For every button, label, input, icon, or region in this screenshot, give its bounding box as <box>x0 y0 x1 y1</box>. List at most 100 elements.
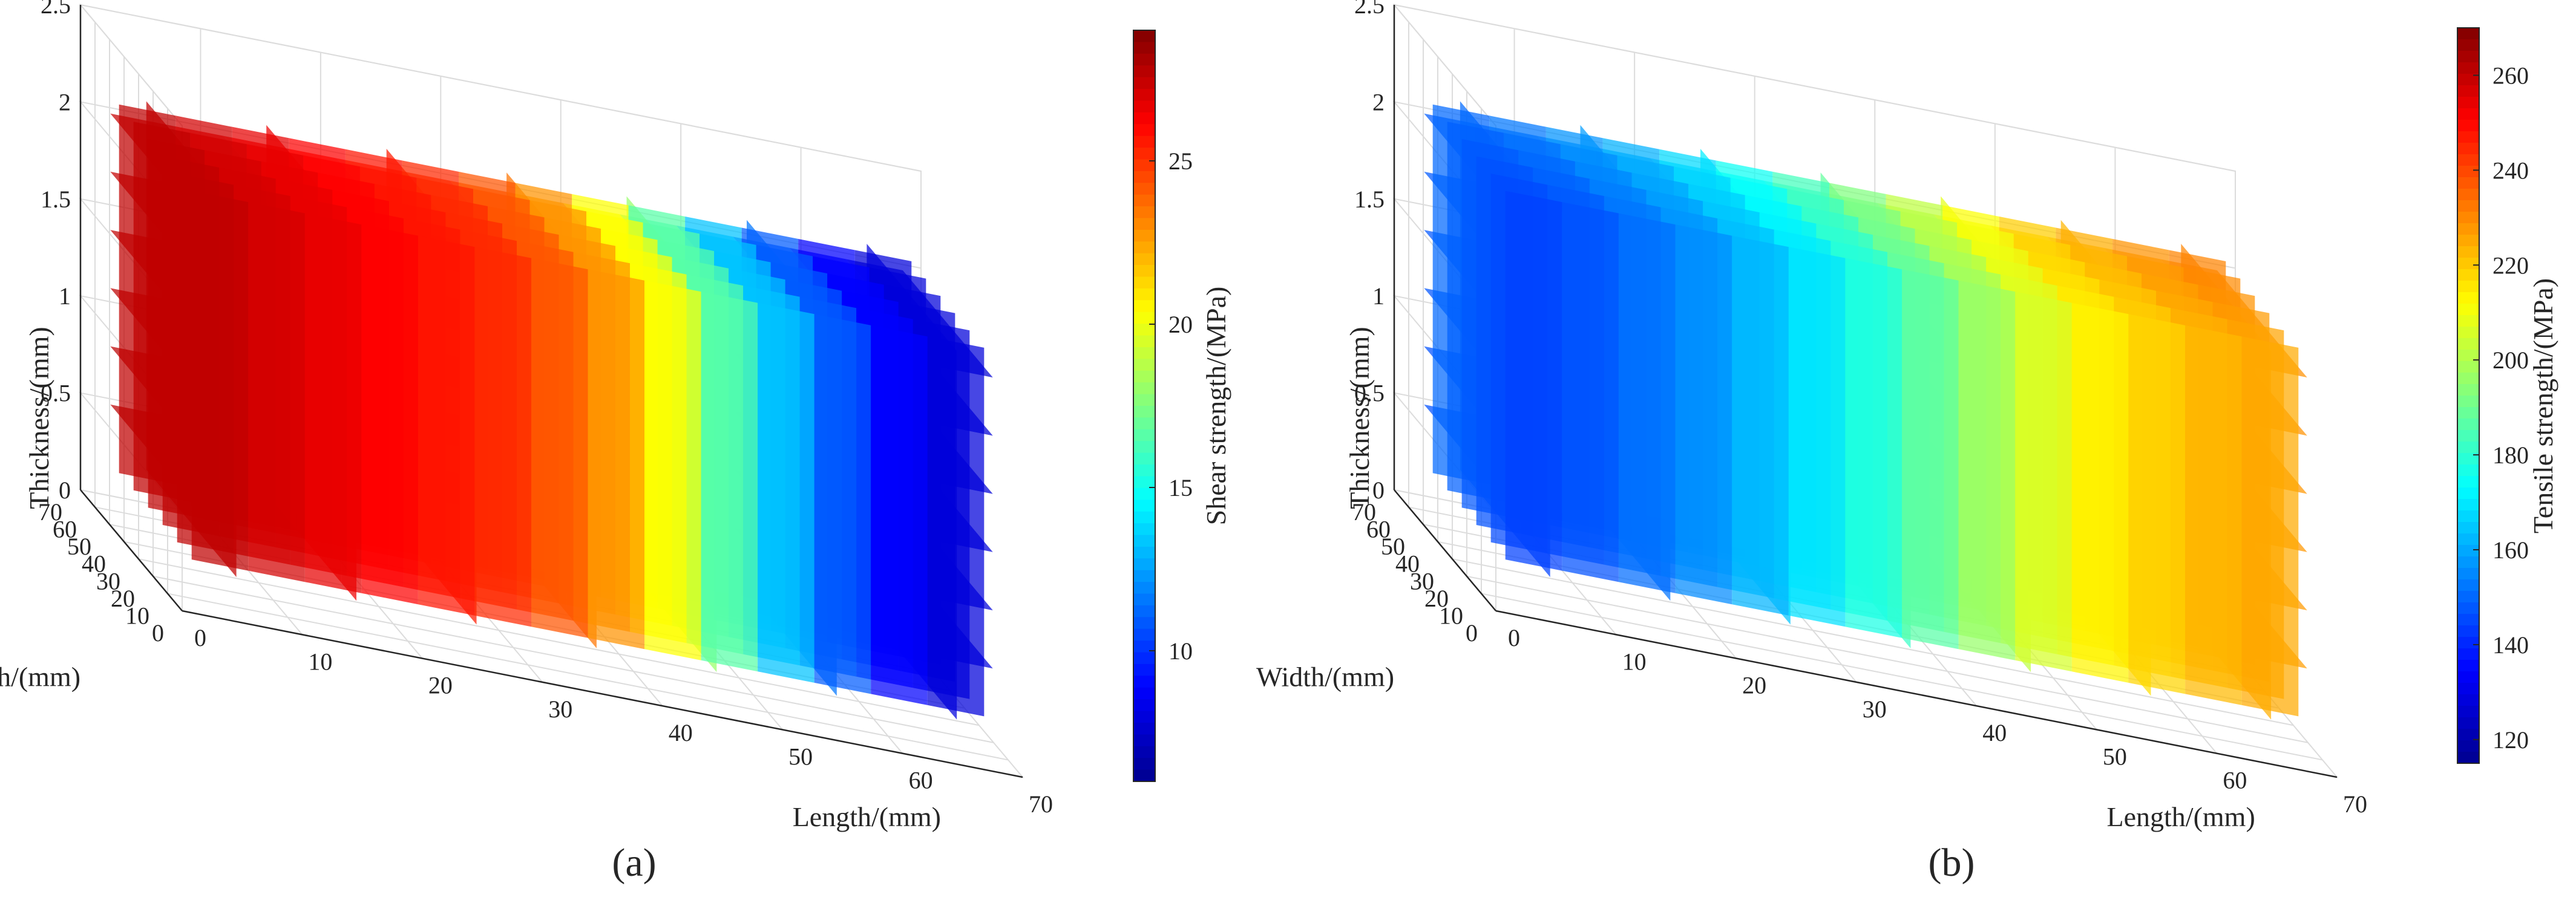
colorbar-step <box>1133 359 1155 371</box>
z-tick-label: 2 <box>59 88 71 116</box>
colorbar-step <box>2457 39 2479 51</box>
colorbar-tick-label: 180 <box>2492 442 2529 469</box>
y-axis-line <box>1394 489 1496 611</box>
z-tick-label: 0.5 <box>41 380 71 407</box>
y-tick-label: 20 <box>1424 585 1449 612</box>
z-tick-label: 1 <box>59 282 71 310</box>
colorbar-step <box>2457 499 2479 511</box>
colorbar-step <box>1133 148 1155 160</box>
colorbar-step <box>1133 687 1155 700</box>
colorbar-step <box>2457 120 2479 132</box>
slice-volume <box>1424 101 2307 720</box>
slice-cell <box>1958 280 2016 660</box>
slice-cell <box>1845 258 1902 638</box>
x-tick-label: 20 <box>428 672 453 699</box>
y-tick-label: 60 <box>1366 516 1391 543</box>
colorbar-step <box>2457 430 2479 442</box>
x-tick-label: 0 <box>1508 624 1520 651</box>
colorbar-step <box>1133 605 1155 618</box>
colorbar-step <box>1133 159 1155 172</box>
slice-cell <box>361 224 418 605</box>
colorbar-step <box>2457 108 2479 120</box>
colorbar-step <box>1133 617 1155 630</box>
colorbar: 10 15 20 25 Shear strength/(MPa) <box>1133 30 1231 782</box>
slice-cell <box>814 314 871 694</box>
z-tick-label: 0 <box>59 477 71 504</box>
colorbar-step <box>1133 171 1155 183</box>
colorbar-step <box>1133 640 1155 653</box>
colorbar-step <box>2457 189 2479 201</box>
colorbar-step <box>1133 241 1155 254</box>
slice-cell <box>304 213 362 593</box>
colorbar-step <box>2457 614 2479 626</box>
colorbar-step <box>2457 246 2479 258</box>
colorbar-label: Shear strength/(MPa) <box>1201 287 1231 526</box>
colorbar-step <box>2457 315 2479 327</box>
slice-cell <box>1505 191 1562 571</box>
colorbar-frame <box>1133 30 1156 782</box>
colorbar-step <box>1133 523 1155 536</box>
colorbar-step <box>1133 347 1155 359</box>
slice-cell <box>1618 213 1676 593</box>
z-tick-label: 2.5 <box>1354 0 1385 19</box>
x-tick-label: 10 <box>308 648 332 675</box>
colorbar: 120 140 160 180 200 220 240 260 Tensile strength… <box>2457 27 2558 764</box>
colorbar-step <box>2457 419 2479 431</box>
colorbar-tick-label: 160 <box>2492 536 2529 564</box>
colorbar-step <box>2457 373 2479 385</box>
colorbar-step <box>2457 258 2479 270</box>
y-tick-label: 50 <box>67 533 91 560</box>
colorbar-step <box>2457 338 2479 350</box>
colorbar-step <box>1133 370 1155 383</box>
z-tick-label: 0 <box>1372 477 1385 504</box>
colorbar-step <box>2457 568 2479 580</box>
colorbar-step <box>2457 522 2479 534</box>
colorbar-step <box>2457 453 2479 465</box>
colorbar-step <box>2457 717 2479 729</box>
colorbar-step <box>2457 177 2479 189</box>
colorbar-step <box>1133 382 1155 395</box>
panel-a-shear-strength: 01020304050607001020304050607000.511.522… <box>0 0 1231 832</box>
colorbar-step <box>1133 487 1155 500</box>
colorbar-step <box>1133 406 1155 418</box>
colorbar-step <box>1133 558 1155 571</box>
panel-b-tensile-strength: 01020304050607001020304050607000.511.522… <box>1256 0 2558 832</box>
colorbar-step <box>2457 235 2479 247</box>
colorbar-step <box>1133 100 1155 113</box>
colorbar-step <box>2457 694 2479 706</box>
slice-cell <box>1902 269 1959 650</box>
colorbar-step <box>1133 711 1155 723</box>
x-tick-label: 60 <box>909 767 933 794</box>
colorbar-tick-label: 20 <box>1168 311 1193 338</box>
slice-cell <box>2128 314 2186 694</box>
z-axis-label: Thickness/(mm) <box>1344 327 1375 509</box>
colorbar-step <box>1133 663 1155 676</box>
colorbar-step <box>2457 51 2479 63</box>
colorbar-step <box>2457 740 2479 752</box>
colorbar-step <box>2457 556 2479 569</box>
colorbar-step <box>1133 335 1155 348</box>
colorbar-step <box>1133 628 1155 641</box>
colorbar-step <box>2457 292 2479 304</box>
y-tick-label: 60 <box>53 516 77 543</box>
colorbar-step <box>1133 769 1155 782</box>
colorbar-step <box>2457 625 2479 637</box>
y-tick-label: 0 <box>152 619 164 647</box>
colorbar-step <box>2457 407 2479 419</box>
x-axis-line <box>1495 610 2338 778</box>
slice-cell <box>1788 247 1846 627</box>
slice-cell <box>1675 224 1732 605</box>
colorbar-step <box>2457 579 2479 592</box>
width-slice <box>1505 191 2299 717</box>
axis-lines <box>1393 5 2338 778</box>
y-tick-label: 30 <box>96 567 120 595</box>
axis-lines <box>79 5 1023 778</box>
grid-line <box>167 593 1009 761</box>
x-tick-label: 40 <box>669 719 693 746</box>
colorbar-step <box>2457 510 2479 523</box>
colorbar-tick-label: 25 <box>1168 148 1193 175</box>
slice-cell <box>474 247 531 627</box>
colorbar-step <box>1133 699 1155 712</box>
slice-cell <box>191 191 249 571</box>
x-tick-label: 60 <box>2223 767 2247 794</box>
